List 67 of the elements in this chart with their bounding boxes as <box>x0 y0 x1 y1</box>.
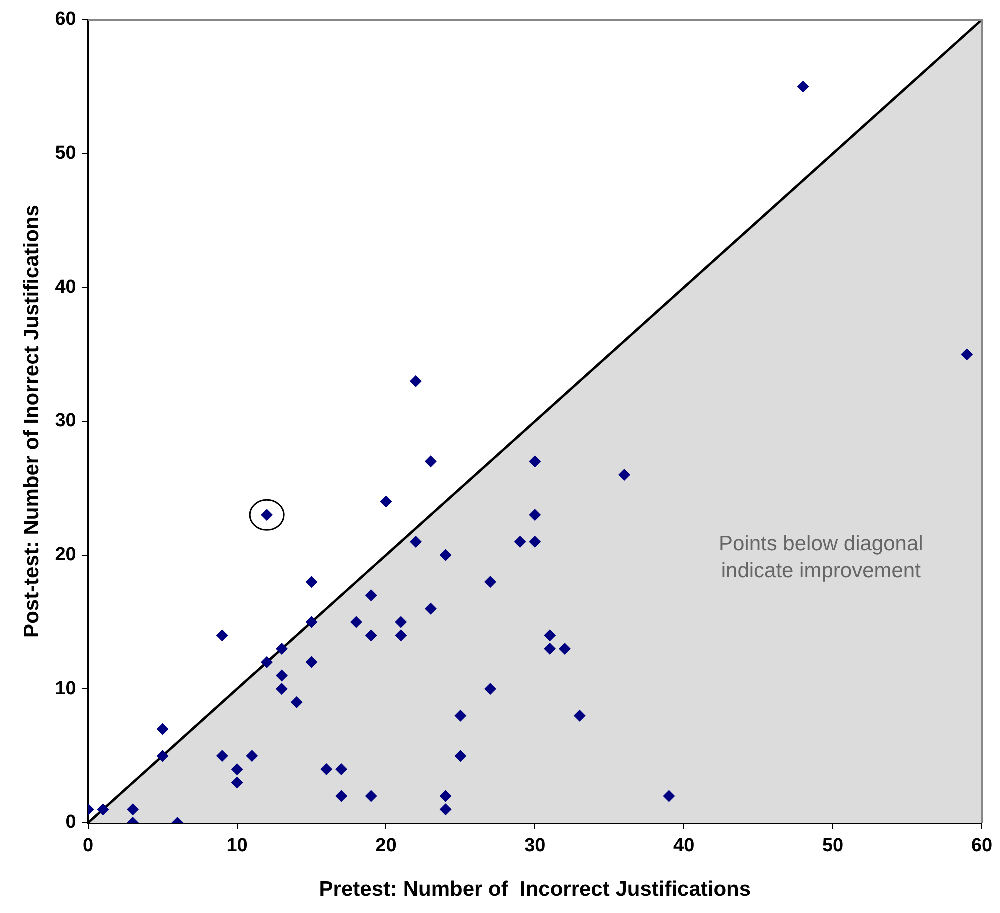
point <box>276 643 288 656</box>
y-axis-title: Post-test: Number of Inorrect Justifications <box>20 205 44 638</box>
point <box>440 549 452 562</box>
point <box>514 536 526 548</box>
point <box>306 656 318 668</box>
point <box>544 643 556 656</box>
point <box>440 790 452 802</box>
point <box>410 536 422 548</box>
point <box>440 804 452 816</box>
point <box>336 763 348 776</box>
point <box>454 750 467 762</box>
x-tick-label: 10 <box>226 836 248 857</box>
point <box>380 496 392 508</box>
point <box>350 616 362 628</box>
point <box>290 696 303 709</box>
point <box>574 710 586 722</box>
point <box>558 643 571 656</box>
x-tick-label: 50 <box>822 836 844 857</box>
point <box>529 509 542 522</box>
point <box>306 616 318 628</box>
point <box>484 576 496 588</box>
point <box>961 348 974 361</box>
point <box>395 616 408 628</box>
point <box>797 80 810 93</box>
point <box>156 723 169 736</box>
x-axis-title: Pretest: Number of Incorrect Justifications <box>319 878 752 902</box>
point <box>261 656 274 668</box>
point <box>336 790 348 802</box>
point <box>424 456 437 468</box>
y-tick-label: 10 <box>55 678 76 700</box>
x-tick-label: 60 <box>971 836 993 857</box>
point <box>306 576 318 588</box>
point <box>365 630 378 642</box>
point <box>231 763 244 776</box>
point <box>410 375 422 388</box>
point <box>231 776 244 789</box>
point <box>663 790 676 802</box>
point <box>246 750 258 762</box>
point <box>97 804 110 816</box>
point <box>276 683 288 696</box>
point <box>544 630 556 642</box>
point <box>216 630 228 642</box>
point <box>276 670 288 682</box>
annotation: Points below diagonal indicate improvement <box>718 532 924 582</box>
y-tick-label: 20 <box>55 544 76 566</box>
point <box>529 456 542 468</box>
point <box>320 763 333 776</box>
y-tick-label: 50 <box>55 143 76 164</box>
point <box>216 750 228 762</box>
y-tick-label: 40 <box>55 276 76 298</box>
point <box>127 804 140 816</box>
point <box>156 750 169 762</box>
x-tick-label: 40 <box>674 836 695 857</box>
x-tick-label: 30 <box>524 836 546 857</box>
point <box>424 602 437 615</box>
point <box>365 589 378 602</box>
point <box>365 790 378 802</box>
y-tick-label: 0 <box>66 812 76 834</box>
point <box>484 683 496 696</box>
y-tick-label: 30 <box>55 410 76 432</box>
x-tick-label: 20 <box>376 836 397 857</box>
y-tick-label: 60 <box>55 9 76 30</box>
point <box>618 469 631 482</box>
point <box>395 630 408 642</box>
point <box>529 536 542 548</box>
point <box>454 710 467 722</box>
x-tick-label: 0 <box>83 836 94 857</box>
